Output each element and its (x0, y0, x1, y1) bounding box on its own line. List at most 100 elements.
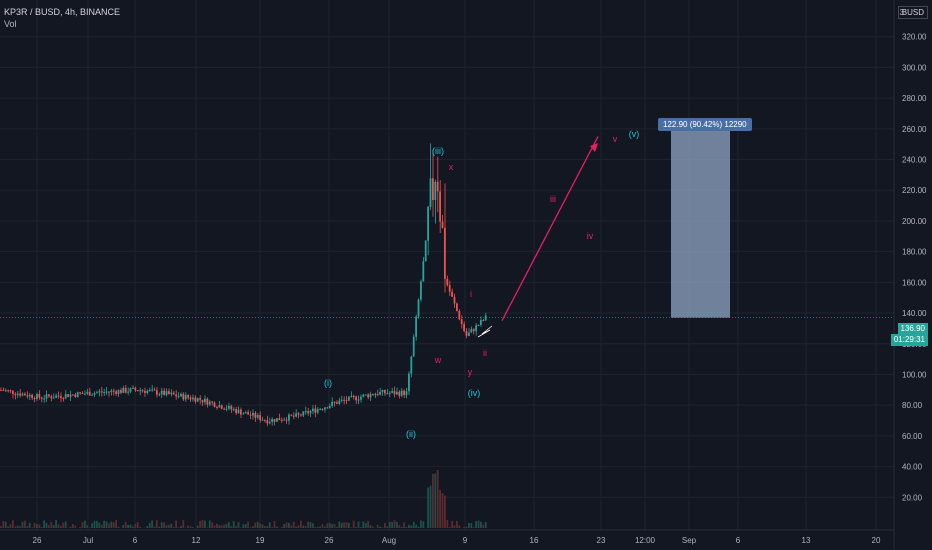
volume-bar (362, 521, 365, 528)
volume-bar (369, 525, 372, 528)
volume-bar (199, 521, 201, 528)
volume-bar (139, 527, 141, 528)
candle-body (33, 398, 36, 400)
x-tick-label: 26 (33, 536, 42, 545)
volume-bar (177, 527, 180, 528)
volume-bar (340, 522, 343, 528)
y-tick-label: 160.00 (902, 278, 927, 287)
volume-bar (40, 526, 43, 528)
candle-body (439, 191, 441, 222)
volume-bar (86, 525, 89, 528)
volume-bar (148, 522, 151, 528)
volume-bar (388, 521, 391, 528)
candle-body (249, 414, 252, 416)
candle-body (400, 390, 403, 396)
volume-bar (235, 526, 237, 528)
volume-bar (38, 524, 41, 528)
volume-bar (182, 520, 185, 528)
volume-bar (242, 524, 245, 528)
wave-label: y (468, 367, 473, 377)
candle-body (468, 332, 470, 336)
candle-body (62, 397, 65, 399)
candle-body (76, 392, 79, 397)
triangle-pattern (477, 325, 493, 338)
volume-bar (470, 523, 473, 528)
volume-bar (331, 523, 333, 528)
volume-bar (379, 526, 381, 528)
volume-bar (146, 526, 149, 528)
candle-body (480, 320, 482, 325)
candle-body (48, 394, 50, 397)
candle-body (264, 419, 266, 421)
candle-body (391, 391, 393, 393)
wave-label: iv (587, 231, 594, 241)
candle-body (484, 315, 487, 321)
volume-bar (165, 525, 168, 528)
candle-body (316, 409, 319, 413)
x-tick-label: 6 (736, 536, 741, 545)
candle-body (429, 178, 432, 207)
candle-body (405, 391, 408, 396)
candle-body (208, 401, 211, 405)
candle-body (314, 408, 317, 413)
candle-body (355, 396, 357, 401)
volume-bar (91, 523, 93, 528)
volume-bar (187, 525, 189, 528)
candle-body (228, 405, 230, 409)
candle-body (403, 390, 405, 396)
candle-body (408, 373, 410, 392)
candle-body (60, 396, 62, 398)
candle-body (451, 291, 453, 297)
candle-body (144, 390, 146, 393)
y-tick-label: 100.00 (902, 370, 927, 379)
candle-body (180, 393, 182, 397)
candle-body (448, 285, 451, 292)
volume-bar (271, 527, 273, 528)
candle-body (175, 394, 177, 397)
candle-body (357, 399, 360, 401)
candle-body (4, 390, 7, 392)
volume-bar (88, 527, 91, 528)
volume-bar (19, 526, 21, 528)
candle-body (50, 396, 53, 399)
candle-body (384, 389, 386, 394)
volume-bar (266, 526, 269, 528)
candle-body (372, 394, 374, 396)
volume-bar (26, 526, 29, 528)
volume-bar (62, 522, 65, 528)
candle-body (304, 411, 307, 413)
volume-bar (441, 493, 444, 528)
volume-bar (484, 521, 487, 528)
volume-bar (314, 527, 317, 528)
measure-badge: 122.90 (90.42%) 12290 (658, 118, 752, 131)
volume-bar (98, 522, 101, 528)
volume-bar (12, 520, 14, 528)
y-tick-label: 60.00 (902, 432, 923, 441)
candle-body (441, 221, 444, 228)
volume-bar (129, 524, 132, 528)
candle-body (398, 391, 401, 396)
volume-bar (218, 525, 221, 528)
candle-body (108, 391, 110, 393)
y-tick-label: 220.00 (902, 186, 927, 195)
candle-body (360, 396, 362, 400)
candle-body (170, 392, 173, 395)
volume-bar (324, 526, 326, 528)
last-price-tag: 136.90 (897, 323, 928, 335)
candles (0, 143, 487, 427)
candle-body (482, 320, 485, 322)
volume-bar (50, 522, 53, 528)
candle-body (477, 324, 480, 326)
chart-legend: KP3R / BUSD, 4h, BINANCE Vol (4, 6, 120, 30)
candle-body (319, 409, 321, 411)
volume-bar (290, 525, 293, 528)
candle-body (412, 336, 415, 357)
candle-body (343, 399, 345, 401)
volume-bar (69, 526, 72, 528)
volume-bar (52, 525, 55, 528)
candle-body (21, 393, 24, 396)
volume-bar (43, 520, 45, 528)
candle-body (336, 402, 338, 404)
currency-button[interactable]: BUSD (897, 6, 928, 19)
